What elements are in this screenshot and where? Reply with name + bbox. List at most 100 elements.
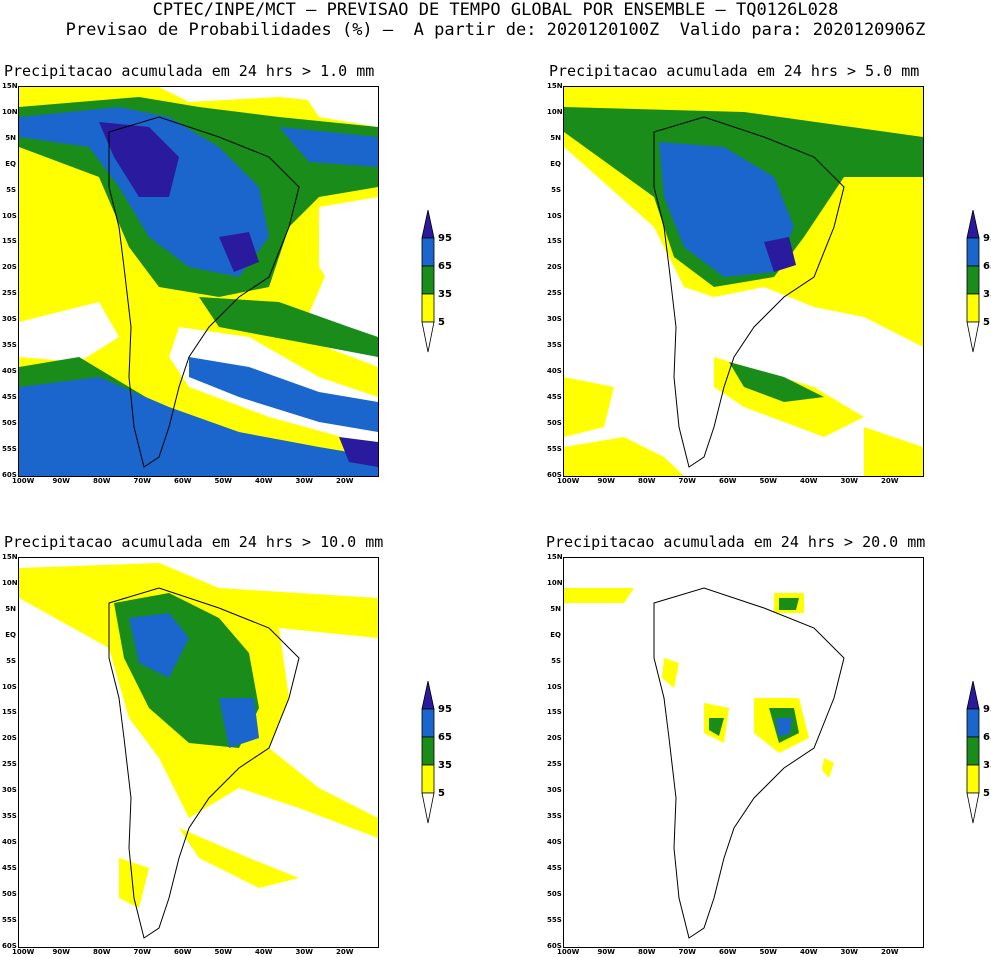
- colorbar-label: 95: [438, 233, 452, 244]
- map-panel-1: [18, 86, 379, 477]
- colorbar-label: 95: [983, 704, 991, 715]
- lat-tick-label: 50S: [547, 889, 562, 898]
- colorbar-segment: [421, 265, 435, 295]
- colorbar-segment: [421, 708, 435, 738]
- lon-tick-label: 60W: [174, 948, 192, 956]
- colorbar-label: 65: [983, 732, 991, 743]
- lat-tick-label: 10S: [547, 211, 562, 220]
- lon-tick-label: 80W: [93, 477, 111, 485]
- colorbar-label: 5: [983, 788, 990, 799]
- colorbar-label: 65: [438, 261, 452, 272]
- lat-tick-label: 50S: [2, 418, 17, 427]
- lon-tick-label: 80W: [93, 948, 111, 956]
- colorbar-4: 95 65 35 5: [963, 681, 991, 831]
- lon-tick-label: 30W: [295, 948, 313, 956]
- colorbar-segment: [421, 764, 435, 794]
- lon-tick-label: 100W: [557, 948, 580, 956]
- lat-tick-label: 45S: [547, 392, 562, 401]
- lat-tick-label: 5S: [551, 185, 561, 194]
- colorbar-1: 95 65 35 5: [418, 210, 478, 360]
- lon-tick-label: 70W: [133, 477, 151, 485]
- lat-tick-label: 20S: [2, 734, 17, 743]
- lat-tick-label: 50S: [2, 889, 17, 898]
- lon-tick-label: 90W: [597, 948, 615, 956]
- colorbar-label: 95: [983, 233, 991, 244]
- panel-1-title: Precipitacao acumulada em 24 hrs > 1.0 m…: [4, 62, 375, 80]
- colorbar-segment: [966, 321, 980, 353]
- lat-tick-label: EQ: [5, 159, 16, 168]
- lon-tick-label: 20W: [881, 477, 899, 485]
- colorbar-segment: [966, 237, 980, 267]
- map-panel-4: [563, 557, 924, 948]
- colorbar-segment: [421, 681, 435, 710]
- lat-tick-label: 15S: [547, 237, 562, 246]
- lat-tick-label: EQ: [550, 630, 561, 639]
- panel-4-title: Precipitacao acumulada em 24 hrs > 20.0 …: [546, 533, 926, 551]
- colorbar-label: 5: [438, 317, 445, 328]
- lat-tick-label: 15N: [2, 82, 18, 90]
- colorbar-segment: [966, 792, 980, 824]
- colorbar-segment: [966, 708, 980, 738]
- lon-tick-label: 40W: [255, 948, 273, 956]
- lon-tick-label: 70W: [133, 948, 151, 956]
- colorbar-segment: [966, 681, 980, 710]
- lat-tick-label: 10N: [547, 107, 563, 116]
- colorbar-segment: [966, 265, 980, 295]
- lat-tick-label: 5N: [5, 604, 16, 613]
- lat-tick-label: 30S: [547, 315, 562, 324]
- colorbar-label: 35: [983, 760, 991, 771]
- colorbar-label: 35: [438, 760, 452, 771]
- lat-tick-label: 15S: [2, 237, 17, 246]
- lat-tick-label: 40S: [2, 837, 17, 846]
- lon-tick-label: 60W: [719, 948, 737, 956]
- colorbar-label: 65: [983, 261, 991, 272]
- colorbar-segment: [966, 293, 980, 323]
- lat-tick-label: 45S: [2, 392, 17, 401]
- lat-tick-label: 20S: [547, 263, 562, 272]
- lon-tick-label: 20W: [336, 948, 354, 956]
- lon-tick-label: 40W: [255, 477, 273, 485]
- lon-tick-label: 90W: [52, 948, 70, 956]
- lat-tick-label: 20S: [547, 734, 562, 743]
- lat-tick-label: 35S: [2, 812, 17, 820]
- colorbar-segment: [421, 237, 435, 267]
- lat-tick-label: 35S: [2, 341, 17, 349]
- lat-tick-label: EQ: [550, 159, 561, 168]
- lon-tick-label: 70W: [678, 948, 696, 956]
- lat-tick-label: 25S: [2, 289, 17, 298]
- lat-tick-label: 30S: [2, 315, 17, 324]
- lon-tick-label: 100W: [12, 477, 35, 485]
- header-line-2: Previsao de Probabilidades (%) – A parti…: [65, 20, 926, 40]
- lat-tick-label: 5S: [6, 656, 16, 665]
- lat-tick-label: 10S: [547, 682, 562, 691]
- lat-tick-label: 10N: [547, 578, 563, 587]
- lon-tick-label: 80W: [638, 948, 656, 956]
- colorbar-segment: [966, 210, 980, 239]
- panel-3-title: Precipitacao acumulada em 24 hrs > 10.0 …: [4, 533, 384, 551]
- lat-tick-label: 55S: [547, 444, 562, 453]
- panel-2-title: Precipitacao acumulada em 24 hrs > 5.0 m…: [549, 62, 920, 80]
- lat-tick-label: 60S: [547, 941, 562, 950]
- lat-tick-label: 5N: [550, 604, 561, 613]
- lat-tick-label: EQ: [5, 630, 16, 639]
- lon-tick-label: 40W: [800, 948, 818, 956]
- lat-tick-label: 40S: [547, 366, 562, 375]
- lon-tick-label: 30W: [295, 477, 313, 485]
- lon-tick-label: 50W: [214, 477, 232, 485]
- lat-tick-label: 10S: [2, 211, 17, 220]
- lat-tick-label: 45S: [2, 863, 17, 872]
- lat-tick-label: 45S: [547, 863, 562, 872]
- lat-tick-label: 55S: [2, 915, 17, 924]
- lat-tick-label: 35S: [547, 341, 562, 349]
- colorbar-label: 5: [438, 788, 445, 799]
- colorbar-2: 95 65 35 5: [963, 210, 991, 360]
- lon-tick-label: 100W: [557, 477, 580, 485]
- colorbar-segment: [966, 736, 980, 766]
- lon-tick-label: 100W: [12, 948, 35, 956]
- colorbar-segment: [421, 792, 435, 824]
- lon-tick-label: 50W: [759, 477, 777, 485]
- lat-tick-label: 15N: [547, 82, 563, 90]
- lon-tick-label: 90W: [597, 477, 615, 485]
- colorbar-segment: [421, 736, 435, 766]
- lon-tick-label: 30W: [840, 948, 858, 956]
